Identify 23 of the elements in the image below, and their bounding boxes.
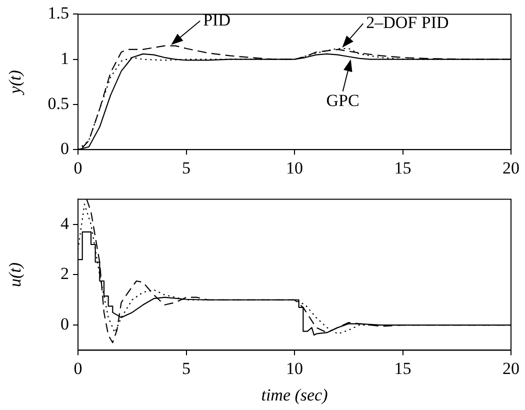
y-tick-label: 1 bbox=[60, 48, 69, 68]
annotation: 2–DOF PID bbox=[366, 13, 449, 32]
y-axis-title: u(t) bbox=[6, 262, 25, 287]
x-tick-label: 5 bbox=[182, 358, 190, 378]
x-tick-label: 10 bbox=[286, 358, 303, 378]
x-tick-label: 15 bbox=[394, 358, 412, 378]
x-tick-label: 0 bbox=[74, 358, 82, 378]
x-tick-label: 20 bbox=[502, 358, 520, 378]
y-tick-label: 0.5 bbox=[48, 94, 69, 113]
annotation: GPC bbox=[326, 90, 360, 110]
y-tick-label: 2 bbox=[60, 264, 69, 284]
x-axis-title: time (sec) bbox=[261, 385, 328, 404]
annotation: PID bbox=[203, 10, 230, 30]
y-axis-title: y(t) bbox=[6, 70, 25, 96]
y-tick-label: 4 bbox=[60, 214, 70, 233]
y-tick-label: 1.5 bbox=[48, 4, 69, 23]
x-tick-label: 15 bbox=[394, 158, 412, 178]
x-tick-label: 20 bbox=[502, 158, 520, 178]
y-tick-label: 0 bbox=[60, 314, 69, 334]
y-tick-label: 0 bbox=[60, 139, 69, 158]
x-tick-label: 10 bbox=[286, 158, 303, 178]
x-tick-label: 5 bbox=[182, 158, 190, 178]
x-tick-label: 0 bbox=[74, 158, 82, 178]
